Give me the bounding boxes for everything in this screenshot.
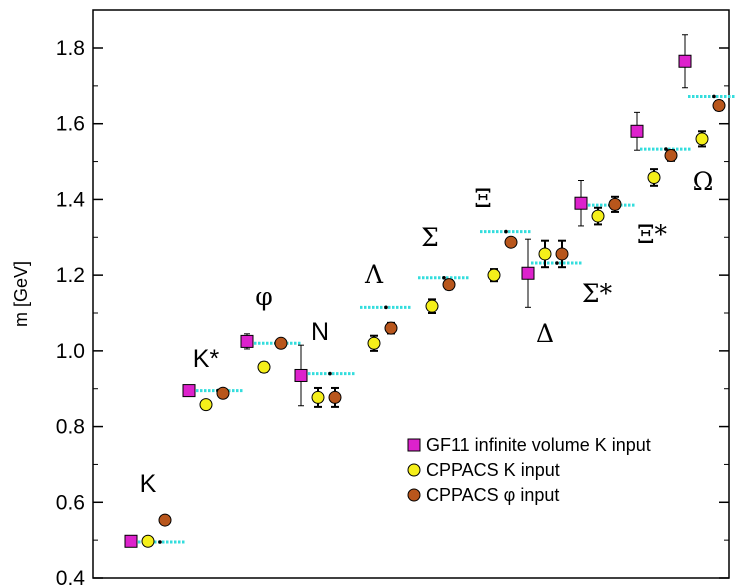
- particle-label-3: N: [311, 318, 329, 346]
- y-tick-label: 1.4: [56, 188, 86, 211]
- gf11-point: [240, 334, 254, 348]
- particle-label-6: Ξ: [474, 184, 492, 213]
- y-tick-label: 1.0: [56, 340, 85, 363]
- experimental-value-dot: [504, 229, 508, 234]
- particle-label-0: K: [140, 470, 157, 498]
- cppacs-k-point: [695, 132, 709, 146]
- legend-marker-gf11: [407, 438, 421, 452]
- y-tick-label: 0.8: [56, 416, 85, 439]
- y-axis-label: m [GeV]: [11, 261, 31, 327]
- cppacs-k-point: [367, 336, 381, 350]
- data-points: [124, 34, 726, 548]
- cppacs-phi-point: [442, 278, 456, 292]
- experimental-value-dot: [158, 540, 162, 544]
- particle-label-1: K*: [193, 345, 220, 373]
- cppacs-k-point: [199, 398, 213, 412]
- cppacs-phi-point: [712, 99, 726, 113]
- particle-label-8: Σ*: [582, 279, 613, 308]
- experimental-value-dot: [384, 305, 388, 310]
- y-tick-label: 1.6: [56, 113, 85, 136]
- cppacs-phi-point: [608, 197, 622, 211]
- cppacs-k-point: [311, 390, 325, 404]
- cppacs-k-point: [487, 268, 501, 282]
- experimental-value-dot: [555, 261, 559, 265]
- cppacs-phi-point: [216, 386, 230, 400]
- gf11-point: [294, 368, 308, 382]
- legend-label-0: GF11 infinite volume K input: [426, 435, 651, 455]
- particle-label-10: Ω: [693, 167, 714, 196]
- gf11-point: [182, 384, 196, 398]
- cppacs-k-point: [425, 299, 439, 313]
- legend-marker-2: [407, 488, 421, 502]
- experimental-value-dot: [442, 275, 446, 280]
- y-tick-label: 1.2: [56, 264, 85, 287]
- particle-label-2: φ: [255, 282, 273, 311]
- particle-label-9: Ξ*: [637, 220, 668, 249]
- gf11-point: [678, 54, 692, 68]
- gf11-point: [521, 266, 535, 280]
- experimental-value-dot: [664, 147, 668, 151]
- cppacs-phi-point: [274, 336, 288, 350]
- y-tick-label: 1.8: [56, 37, 85, 60]
- gf11-point: [124, 534, 138, 548]
- particle-label-5: Σ: [421, 223, 439, 252]
- particle-labels: K K* φ N Λ Σ Ξ Δ Σ* Ξ* Ω: [140, 167, 714, 498]
- cppacs-k-point: [141, 534, 155, 548]
- cppacs-phi-point: [384, 321, 398, 335]
- cppacs-phi-point: [504, 235, 518, 249]
- cppacs-phi-point: [158, 513, 172, 527]
- y-axis: 0.4 0.6 0.8 1.0 1.2 1.4 1.6 1.8: [56, 37, 729, 587]
- cppacs-k-point: [257, 360, 271, 374]
- experimental-value-dot: [712, 94, 716, 99]
- cppacs-phi-point: [328, 390, 342, 404]
- cppacs-k-point: [538, 247, 552, 261]
- experimental-value-dot: [328, 371, 332, 376]
- y-tick-label: 0.6: [56, 491, 85, 514]
- cppacs-phi-point: [664, 149, 678, 163]
- cppacs-phi-point: [555, 247, 569, 261]
- particle-label-4: Λ: [364, 260, 384, 289]
- cppacs-k-point: [647, 170, 661, 184]
- legend: GF11 infinite volume K input CPPACS K inp…: [407, 435, 651, 505]
- y-tick-label: 0.4: [56, 567, 86, 587]
- particle-label-7: Δ: [536, 319, 554, 348]
- cppacs-k-point: [591, 209, 605, 223]
- gf11-point: [630, 124, 644, 138]
- legend-label-2: CPPACS φ input: [426, 485, 559, 505]
- gf11-point: [574, 196, 588, 210]
- legend-label-1: CPPACS K input: [426, 460, 560, 480]
- plot-frame: [92, 9, 730, 579]
- legend-marker-1: [407, 463, 421, 477]
